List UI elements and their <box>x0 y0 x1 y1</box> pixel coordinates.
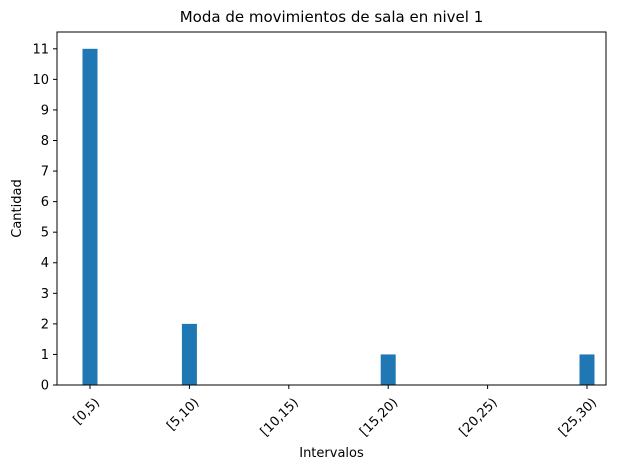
y-axis: 0 1 2 3 4 5 6 7 8 9 10 11 <box>32 42 57 394</box>
y-tick-label-10: 10 <box>32 73 49 88</box>
y-tick-label-5: 5 <box>41 226 49 241</box>
y-tick-label-7: 7 <box>41 165 49 180</box>
y-tick-label-2: 2 <box>41 317 49 332</box>
x-tick-label-0: [0,5) <box>71 395 103 427</box>
bar-5 <box>579 354 595 385</box>
x-tick-label-1: [5,10) <box>164 395 202 433</box>
bar-1 <box>181 323 197 385</box>
y-tick-label-1: 1 <box>41 348 49 363</box>
bar-0 <box>82 48 98 386</box>
y-tick-label-6: 6 <box>41 195 49 210</box>
x-tick-label-4: [20,25) <box>457 395 501 439</box>
bar-3 <box>380 354 396 385</box>
plot-frame <box>56 31 607 386</box>
y-axis-label: Cantidad <box>10 179 25 237</box>
y-tick-label-8: 8 <box>41 134 49 149</box>
y-tick-label-11: 11 <box>32 42 49 57</box>
x-tick-label-5: [25,30) <box>556 395 600 439</box>
x-axis: [0,5) [5,10) [10,15) [15,20) [20,25) [25,30) <box>71 385 600 440</box>
y-tick-label-9: 9 <box>41 103 49 118</box>
chart-title: Moda de movimientos de sala en nivel 1 <box>180 8 484 26</box>
bars-group <box>82 48 595 386</box>
x-axis-label: Intervalos <box>299 446 364 461</box>
y-tick-label-4: 4 <box>41 256 49 271</box>
x-tick-label-2: [10,15) <box>258 395 302 439</box>
y-tick-label-0: 0 <box>41 379 49 394</box>
x-tick-label-3: [15,20) <box>357 395 401 439</box>
y-tick-label-3: 3 <box>41 287 49 302</box>
